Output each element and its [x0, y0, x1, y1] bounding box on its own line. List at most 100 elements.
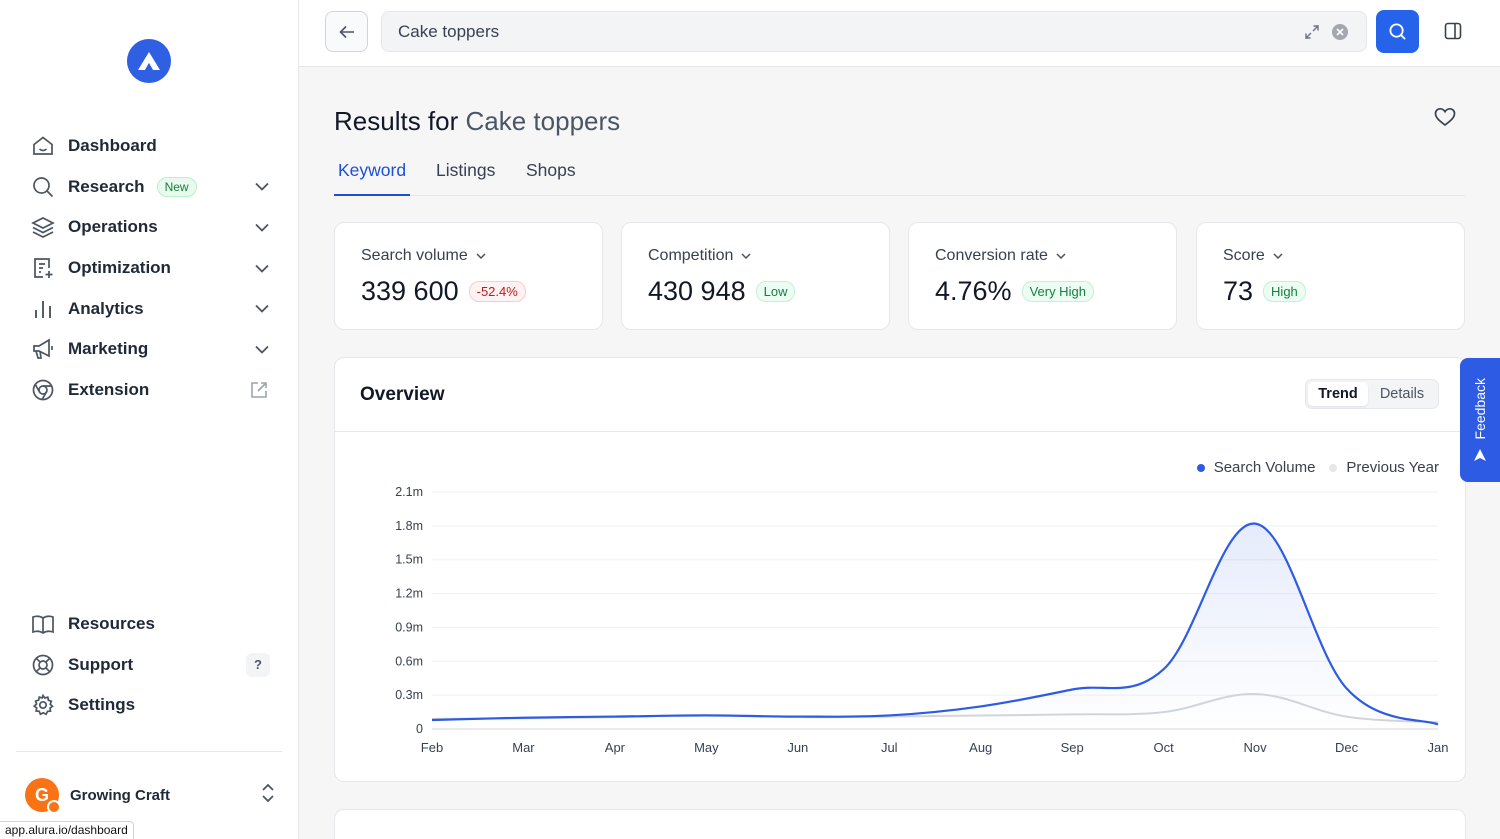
document-plus-icon [30, 255, 56, 281]
metric-value: 339 600 [361, 276, 459, 306]
expand-icon[interactable] [1304, 24, 1320, 45]
chevron-down-icon[interactable] [254, 301, 270, 317]
legend-label: Search Volume [1213, 459, 1316, 476]
results-prefix: Results for [334, 106, 459, 136]
metric-dropdown[interactable]: Conversion rate [935, 247, 1066, 265]
result-tabs: Keyword Listings Shops [334, 157, 1465, 196]
feedback-tab[interactable]: Feedback [1460, 358, 1500, 482]
sidebar-item-label: Analytics [68, 298, 144, 318]
chevron-down-icon [1273, 253, 1283, 259]
gear-icon [30, 692, 56, 718]
y-tick-label: 0 [416, 722, 423, 736]
chrome-icon [30, 377, 56, 403]
sidebar-item-dashboard[interactable]: Dashboard [30, 126, 270, 167]
avatar: G [25, 778, 61, 814]
account-switcher[interactable]: G Growing Craft [25, 777, 275, 814]
sidebar-item-label: Settings [68, 695, 136, 715]
status-url: app.alura.io/dashboard [0, 821, 134, 839]
legend-previous-year[interactable]: Previous Year [1329, 459, 1439, 476]
search-input[interactable] [398, 21, 1258, 43]
overview-title: Overview [360, 384, 445, 405]
metric-value: 4.76% [935, 276, 1012, 306]
y-tick-label: 0.3m [395, 688, 423, 702]
sidebar-item-support[interactable]: Support ? [30, 645, 270, 686]
tab-shops[interactable]: Shops [526, 160, 576, 180]
metric-title: Score [1223, 247, 1265, 264]
sidebar-divider [16, 751, 282, 752]
back-button[interactable] [325, 11, 368, 52]
y-tick-label: 1.2m [395, 587, 423, 601]
x-tick-label: Dec [1335, 740, 1359, 755]
metric-value: 73 [1223, 276, 1254, 306]
metric-dropdown[interactable]: Search volume [361, 247, 486, 265]
top-bar [299, 0, 1500, 67]
y-tick-label: 1.5m [395, 553, 423, 567]
sidebar-toggle-icon[interactable] [1444, 22, 1462, 45]
lifebuoy-icon [30, 652, 56, 678]
search-button[interactable] [1376, 10, 1419, 53]
refresh-badge-icon [47, 800, 61, 814]
x-tick-label: Jan [1428, 740, 1449, 755]
help-hint[interactable]: ? [246, 652, 270, 677]
send-icon [1474, 448, 1486, 461]
tab-listings[interactable]: Listings [436, 160, 496, 180]
chevron-down-icon[interactable] [254, 179, 270, 195]
sidebar-item-marketing[interactable]: Marketing [30, 329, 270, 370]
chevron-down-icon [1056, 253, 1066, 259]
trend-chart: 2.1m 1.8m 1.5m 1.2m 0.9m 0.6m 0.3m 0 Feb Mar Apr Ma… [395, 485, 1449, 755]
x-tick-label: Jun [787, 740, 808, 755]
bar-chart-icon [30, 296, 56, 322]
logo-mark-icon [138, 52, 160, 70]
sidebar-item-extension[interactable]: Extension [30, 370, 270, 411]
change-badge: -52.4% [468, 281, 526, 302]
legend-search-volume[interactable]: Search Volume [1196, 459, 1316, 476]
chevron-up-down-icon[interactable] [261, 783, 275, 808]
metric-card-conversion-rate: Conversion rate 4.76% Very High [908, 222, 1177, 330]
y-tick-label: 2.1m [395, 485, 423, 499]
search-box[interactable] [381, 11, 1367, 52]
search-volume-line [431, 522, 1439, 726]
metric-card-score: Score 73 High [1196, 222, 1465, 330]
main-content: Results for Cake toppers Keyword Listing… [299, 67, 1500, 839]
chevron-down-icon[interactable] [254, 260, 270, 276]
page-title: Results for Cake toppers [334, 106, 620, 137]
megaphone-icon [30, 336, 56, 362]
external-link-icon[interactable] [248, 379, 270, 401]
overview-card: Overview Trend Details Search Volume Pre… [334, 357, 1466, 782]
legend-dot [1196, 463, 1205, 472]
chevron-down-icon[interactable] [254, 219, 270, 235]
tab-keyword[interactable]: Keyword [334, 157, 411, 196]
sidebar-item-label: Research [68, 176, 145, 196]
sidebar-item-operations[interactable]: Operations [30, 207, 270, 248]
view-toggle: Trend Details [1305, 379, 1439, 409]
metric-card-competition: Competition 430 948 Low [621, 222, 890, 330]
heart-icon[interactable] [1434, 107, 1456, 132]
sidebar-item-settings[interactable]: Settings [30, 685, 270, 726]
arrow-left-icon [338, 25, 354, 38]
y-tick-label: 1.8m [395, 519, 423, 533]
layers-icon [30, 214, 56, 240]
sidebar-item-optimization[interactable]: Optimization [30, 248, 270, 289]
trend-toggle[interactable]: Trend [1308, 382, 1368, 406]
details-toggle[interactable]: Details [1379, 386, 1425, 402]
search-icon [30, 174, 56, 200]
sidebar-item-label: Support [68, 654, 134, 674]
sidebar: Dashboard Research New Operations Optimi… [0, 0, 299, 839]
status-badge: Low [755, 281, 796, 302]
chevron-down-icon [741, 253, 751, 259]
x-tick-label: Oct [1154, 740, 1175, 755]
book-icon [30, 611, 56, 637]
metric-dropdown[interactable]: Score [1223, 247, 1283, 265]
chevron-down-icon[interactable] [254, 341, 270, 357]
sidebar-item-research[interactable]: Research New [30, 167, 270, 208]
feedback-label: Feedback [1472, 378, 1488, 440]
sidebar-item-resources[interactable]: Resources [30, 604, 270, 645]
metric-title: Search volume [361, 247, 468, 264]
alura-logo[interactable] [127, 39, 171, 83]
new-badge: New [156, 176, 197, 197]
sidebar-item-analytics[interactable]: Analytics [30, 288, 270, 329]
clear-icon[interactable] [1332, 24, 1348, 40]
metric-dropdown[interactable]: Competition [648, 247, 751, 265]
main-nav: Dashboard Research New Operations Optimi… [30, 126, 270, 410]
avatar-initial: G [34, 784, 49, 805]
